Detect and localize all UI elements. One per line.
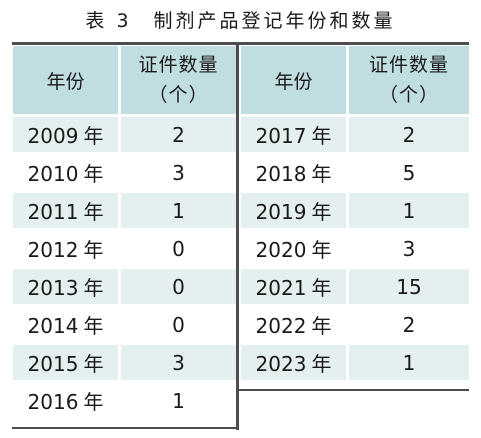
table-row: 2016 年 1 [13, 383, 236, 421]
year-value: 2019 [255, 200, 307, 224]
header-count-label: 证件数量 [138, 54, 219, 76]
year-cell: 2018 年 [241, 155, 349, 193]
table-row: 2012 年 0 [13, 231, 236, 269]
table-row: 2010 年 3 [13, 155, 236, 193]
count-cell: 15 [349, 269, 469, 307]
year-suffix: 年 [311, 352, 332, 376]
bottom-rule-right [239, 389, 469, 391]
count-cell: 5 [349, 155, 469, 193]
count-cell: 1 [121, 383, 236, 421]
count-cell: 2 [121, 117, 236, 155]
year-cell: 2015 年 [13, 345, 121, 383]
year-suffix: 年 [83, 276, 104, 300]
left-table: 年份 证件数量 （个） 2009 年 2 2010 年 3 2011 年 1 2012… [13, 46, 236, 421]
header-year: 年份 [13, 46, 121, 117]
count-cell: 2 [349, 117, 469, 155]
year-value: 2023 [255, 352, 307, 376]
year-cell: 2017 年 [241, 117, 349, 155]
year-suffix: 年 [311, 162, 332, 186]
year-value: 2021 [255, 276, 307, 300]
table-row: 2020 年 3 [241, 231, 469, 269]
table-row: 2011 年 1 [13, 193, 236, 231]
year-cell: 2010 年 [13, 155, 121, 193]
year-value: 2022 [255, 314, 307, 338]
year-cell: 2021 年 [241, 269, 349, 307]
year-suffix: 年 [83, 390, 104, 414]
year-suffix: 年 [83, 124, 104, 148]
year-suffix: 年 [311, 276, 332, 300]
table-row: 2014 年 0 [13, 307, 236, 345]
year-cell: 2011 年 [13, 193, 121, 231]
count-cell: 0 [121, 231, 236, 269]
top-rule [12, 42, 469, 45]
year-cell: 2014 年 [13, 307, 121, 345]
year-value: 2016 [27, 390, 79, 414]
year-cell: 2019 年 [241, 193, 349, 231]
year-cell: 2020 年 [241, 231, 349, 269]
header-row: 年份 证件数量 （个） [13, 46, 236, 117]
year-value: 2015 [27, 352, 79, 376]
year-suffix: 年 [311, 238, 332, 262]
year-value: 2020 [255, 238, 307, 262]
year-suffix: 年 [83, 238, 104, 262]
year-cell: 2016 年 [13, 383, 121, 421]
header-row: 年份 证件数量 （个） [241, 46, 469, 117]
table-row: 2017 年 2 [241, 117, 469, 155]
table-caption: 表 3 制剂产品登记年份和数量 [85, 10, 396, 32]
year-suffix: 年 [83, 162, 104, 186]
count-cell: 1 [349, 345, 469, 383]
right-table: 年份 证件数量 （个） 2017 年 2 2018 年 5 2019 年 1 2020… [241, 46, 469, 383]
year-suffix: 年 [311, 314, 332, 338]
year-cell: 2009 年 [13, 117, 121, 155]
year-value: 2013 [27, 276, 79, 300]
count-cell: 3 [121, 345, 236, 383]
count-cell: 3 [349, 231, 469, 269]
header-count: 证件数量 （个） [349, 46, 469, 117]
header-count-label: 证件数量 [368, 54, 449, 76]
year-cell: 2023 年 [241, 345, 349, 383]
table-row: 2023 年 1 [241, 345, 469, 383]
table-row: 2022 年 2 [241, 307, 469, 345]
year-suffix: 年 [83, 352, 104, 376]
bottom-rule-left [12, 427, 239, 429]
table-row: 2015 年 3 [13, 345, 236, 383]
count-cell: 1 [121, 193, 236, 231]
year-value: 2011 [27, 200, 79, 224]
header-year: 年份 [241, 46, 349, 117]
table-row: 2009 年 2 [13, 117, 236, 155]
year-suffix: 年 [83, 200, 104, 224]
year-value: 2014 [27, 314, 79, 338]
year-cell: 2012 年 [13, 231, 121, 269]
year-suffix: 年 [311, 200, 332, 224]
table-row: 2013 年 0 [13, 269, 236, 307]
table-row: 2019 年 1 [241, 193, 469, 231]
year-suffix: 年 [311, 124, 332, 148]
count-cell: 0 [121, 269, 236, 307]
year-suffix: 年 [83, 314, 104, 338]
table-row: 2021 年 15 [241, 269, 469, 307]
count-cell: 1 [349, 193, 469, 231]
count-cell: 2 [349, 307, 469, 345]
table-row: 2018 年 5 [241, 155, 469, 193]
year-cell: 2013 年 [13, 269, 121, 307]
year-value: 2018 [255, 162, 307, 186]
year-value: 2010 [27, 162, 79, 186]
count-cell: 3 [121, 155, 236, 193]
center-divider [236, 45, 239, 430]
header-count: 证件数量 （个） [121, 46, 236, 117]
count-cell: 0 [121, 307, 236, 345]
year-value: 2017 [255, 124, 307, 148]
year-cell: 2022 年 [241, 307, 349, 345]
header-count-unit: （个） [148, 84, 209, 106]
year-value: 2012 [27, 238, 79, 262]
year-value: 2009 [27, 124, 79, 148]
header-count-unit: （个） [378, 84, 439, 106]
